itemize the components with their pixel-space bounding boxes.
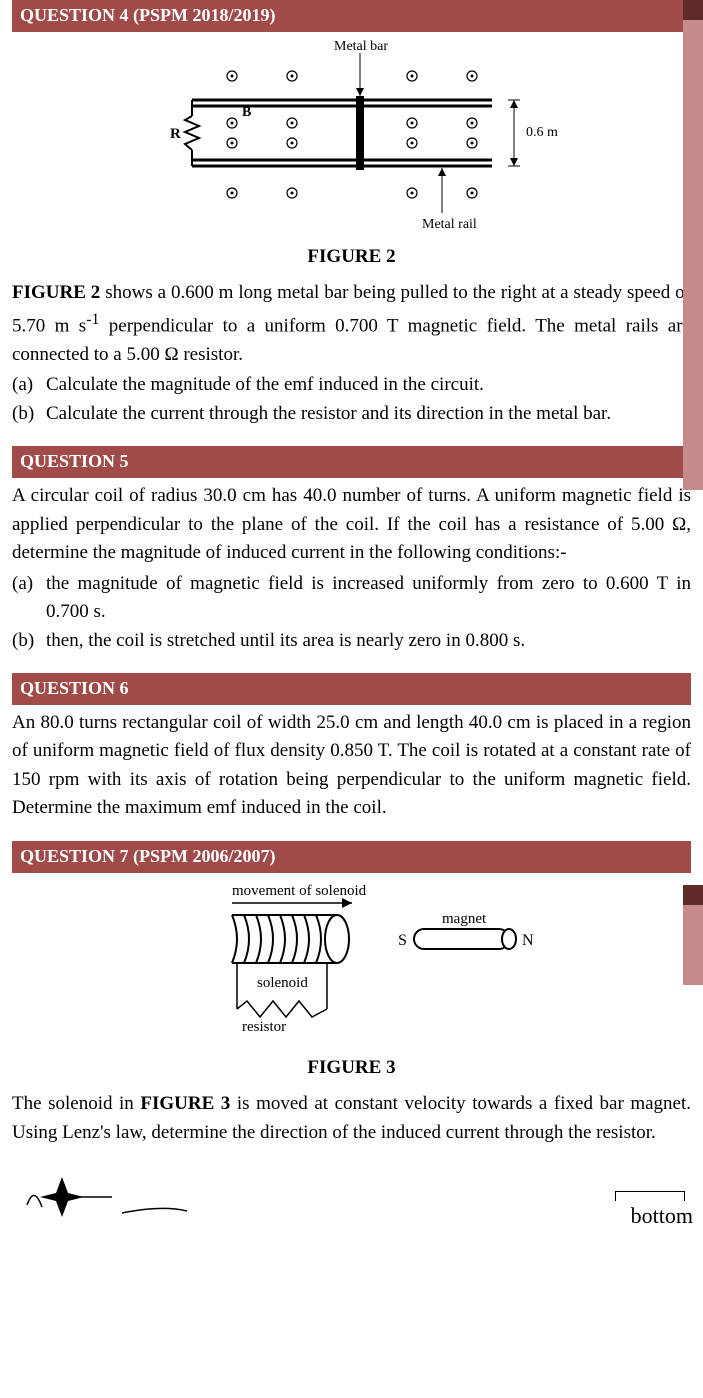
part-b: (b) then, the coil is stretched until it… [12, 627, 691, 656]
question-5-body: A circular coil of radius 30.0 cm has 40… [12, 482, 691, 568]
strip-segment [683, 20, 703, 490]
part-text: the magnitude of magnetic field is incre… [46, 570, 691, 627]
figure-2: Metal bar R [12, 38, 691, 238]
sparkle-icon [12, 1165, 192, 1225]
question-4-parts: (a) Calculate the magnitude of the emf i… [12, 371, 691, 428]
magnet-label: magnet [442, 911, 487, 927]
part-label: (a) [12, 371, 46, 400]
footer-area [12, 1149, 691, 1219]
resistor-label: R [170, 126, 181, 142]
part-a: (a) the magnitude of magnetic field is i… [12, 570, 691, 627]
part-text: Calculate the current through the resist… [46, 400, 691, 429]
solenoid-drawing [232, 915, 349, 1017]
part-a: (a) Calculate the magnitude of the emf i… [12, 371, 691, 400]
metal-rail-label: Metal rail [422, 217, 477, 232]
figure-2-caption: FIGURE 2 [12, 242, 691, 271]
figure-3-caption: FIGURE 3 [12, 1053, 691, 1082]
n-pole-label: N [522, 932, 534, 949]
part-b: (b) Calculate the current through the re… [12, 400, 691, 429]
page-wrapper: QUESTION 4 (PSPM 2018/2019) Metal bar R [0, 0, 703, 1229]
bottom-label: bottom [631, 1199, 693, 1233]
part-text: Calculate the magnitude of the emf induc… [46, 371, 691, 400]
strip-segment [683, 905, 703, 985]
question-4-header: QUESTION 4 (PSPM 2018/2019) [12, 0, 691, 32]
figure-3: movement of solenoid [12, 879, 691, 1049]
part-label: (b) [12, 627, 46, 656]
part-label: (b) [12, 400, 46, 429]
question-7-header: QUESTION 7 (PSPM 2006/2007) [12, 841, 691, 873]
metal-bar-label: Metal bar [334, 39, 388, 54]
part-text: then, the coil is stretched until its ar… [46, 627, 691, 656]
b-field-label: B [242, 105, 251, 120]
part-label: (a) [12, 570, 46, 627]
question-7-body: The solenoid in FIGURE 3 is moved at con… [12, 1090, 691, 1147]
question-6-header: QUESTION 6 [12, 673, 691, 705]
movement-label: movement of solenoid [232, 883, 367, 899]
strip-segment [683, 885, 703, 905]
question-6-body: An 80.0 turns rectangular coil of width … [12, 709, 691, 823]
strip-segment [683, 0, 703, 20]
solenoid-label: solenoid [257, 975, 308, 991]
s-pole-label: S [398, 932, 407, 949]
question-4-body: FIGURE 2 shows a 0.600 m long metal bar … [12, 279, 691, 369]
page-content: QUESTION 4 (PSPM 2018/2019) Metal bar R [0, 0, 703, 1229]
dimension-label: 0.6 m [526, 125, 558, 140]
resistor-label: resistor [242, 1019, 286, 1035]
question-5-header: QUESTION 5 [12, 446, 691, 478]
question-5-parts: (a) the magnitude of magnetic field is i… [12, 570, 691, 656]
